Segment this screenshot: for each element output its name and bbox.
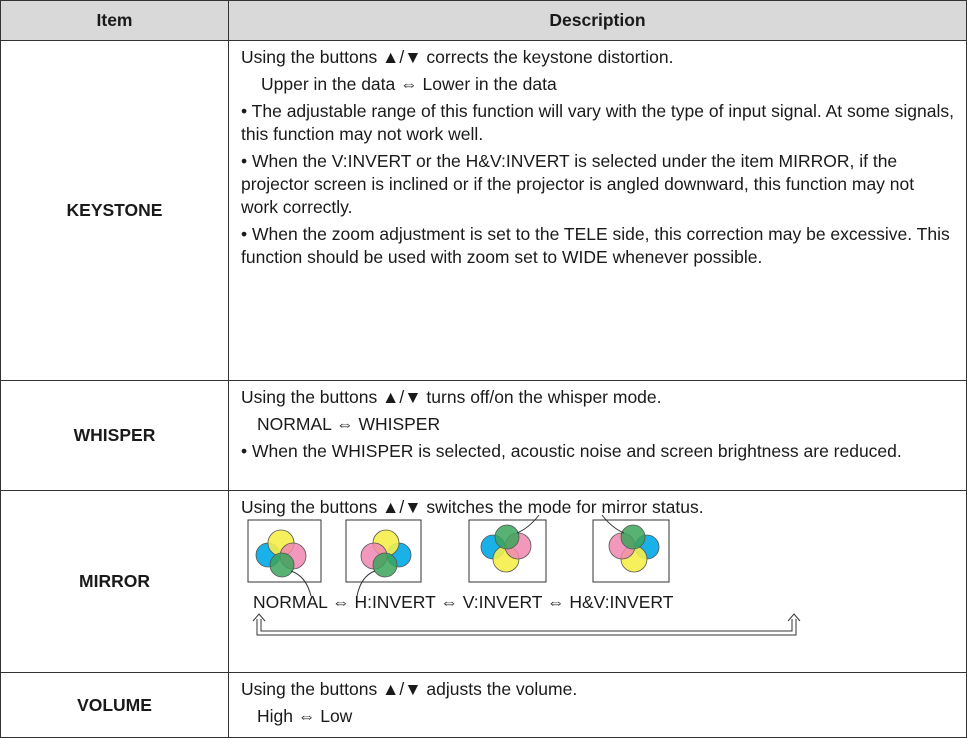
- return-arrow: [252, 613, 801, 636]
- mirror-hv-invert: [592, 514, 670, 583]
- row-description: Using the buttons ▲/▼ turns off/on the w…: [228, 380, 967, 491]
- text: Using the buttons ▲/▼ corrects the keyst…: [241, 47, 674, 67]
- row-description: Using the buttons ▲/▼ corrects the keyst…: [228, 40, 967, 381]
- mirror-normal: [247, 519, 322, 597]
- row-description: Using the buttons ▲/▼ switches the mode …: [228, 490, 967, 673]
- text: Using the buttons ▲/▼ turns off/on the w…: [241, 387, 662, 407]
- text: NORMAL ⇔ WHISPER: [257, 414, 441, 434]
- row-item: KEYSTONE: [0, 40, 229, 381]
- row-item: WHISPER: [0, 380, 229, 491]
- text: Using the buttons ▲/▼ adjusts the volume…: [241, 679, 578, 699]
- mirror-v-invert: [468, 514, 547, 583]
- text: Upper in the data ⇔ Lower in the data: [261, 74, 557, 94]
- row-item: VOLUME: [0, 672, 229, 738]
- text: NORMAL ⇔ H:INVERT ⇔ V:INVERT ⇔ H&V:INVER…: [253, 592, 674, 612]
- text: • When the WHISPER is selected, acoustic…: [241, 441, 902, 461]
- mirror-h-invert: [345, 519, 422, 597]
- mirror-illustrations: [247, 514, 801, 636]
- row-description: Using the buttons ▲/▼ adjusts the volume…: [228, 672, 967, 738]
- header-description: Description: [228, 0, 967, 41]
- header-item: Item: [0, 0, 229, 41]
- text: • The adjustable range of this function …: [241, 101, 954, 144]
- text: • When the V:INVERT or the H&V:INVERT is…: [241, 151, 915, 217]
- text: Using the buttons ▲/▼ switches the mode …: [241, 497, 704, 517]
- row-item: MIRROR: [0, 490, 229, 673]
- text: High ⇔ Low: [257, 706, 353, 726]
- text: • When the zoom adjustment is set to the…: [241, 224, 950, 267]
